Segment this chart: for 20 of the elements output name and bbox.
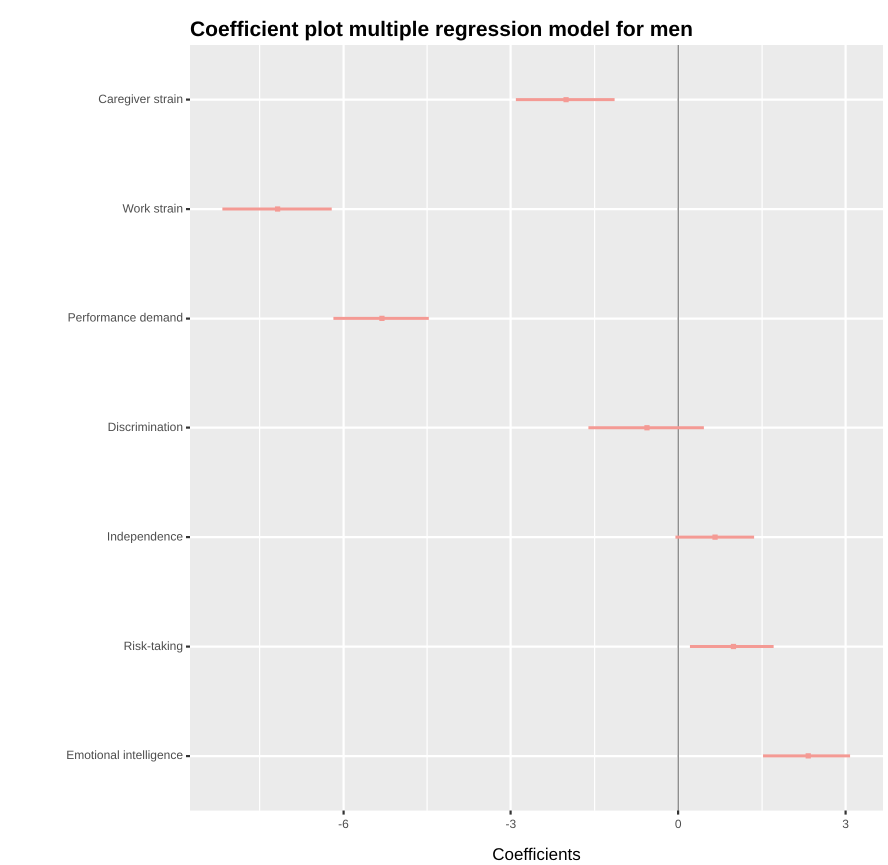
y-tick-label: Risk-taking xyxy=(124,638,183,653)
point xyxy=(274,206,280,212)
point xyxy=(730,644,736,650)
x-tick-label: 0 xyxy=(674,817,682,832)
point xyxy=(563,97,569,102)
y-tick-label: Independence xyxy=(106,529,184,544)
y-tick-label: Work strain xyxy=(122,201,183,216)
chart-title: Coefficient plot multiple regression model for men xyxy=(190,18,693,41)
y-tick-label: Performance demand xyxy=(68,310,183,325)
x-tick-label: -3 xyxy=(505,817,516,832)
y-tick-label: Emotional intelligence xyxy=(66,748,184,762)
x-tick-label: 3 xyxy=(842,817,850,832)
point xyxy=(712,534,718,540)
x-tick-label: -6 xyxy=(338,817,350,832)
y-tick-label: Caregiver strain xyxy=(98,92,183,106)
y-tick-label: Discrimination xyxy=(108,420,183,434)
point xyxy=(806,753,811,759)
point xyxy=(379,316,385,322)
x-axis-title: Coefficients xyxy=(492,845,581,864)
point xyxy=(644,425,650,430)
